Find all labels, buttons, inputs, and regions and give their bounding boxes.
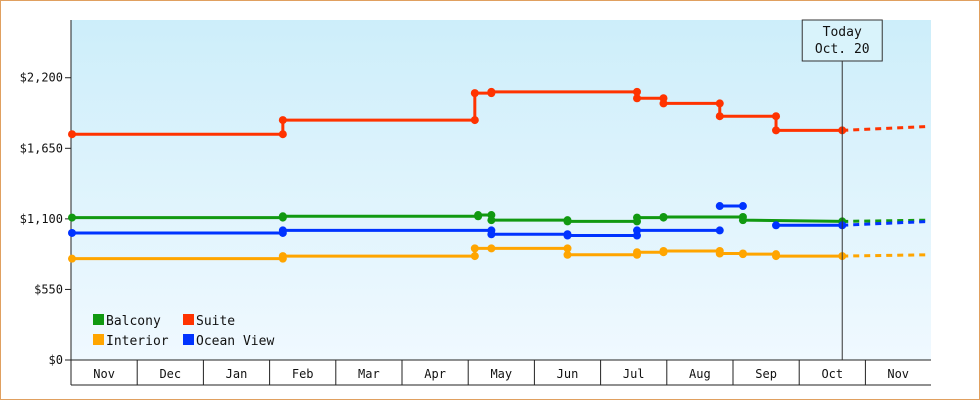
ocean-view-point <box>68 228 76 237</box>
x-tick-label: Sep <box>755 367 777 381</box>
interior-projection-line <box>842 253 929 258</box>
ocean-view-projection-line <box>842 219 929 227</box>
balcony-point <box>278 212 287 221</box>
x-tick-label: Apr <box>424 367 446 381</box>
balcony-point <box>68 213 76 222</box>
balcony-point <box>487 216 496 225</box>
suite-point <box>68 130 76 139</box>
suite-point <box>772 112 781 121</box>
y-tick-label: $1,100 <box>20 212 63 226</box>
interior-point <box>563 250 572 259</box>
interior-point <box>487 244 496 253</box>
interior-point <box>563 244 572 253</box>
ocean-view-point <box>487 230 496 239</box>
ocean-view-point <box>738 202 747 211</box>
suite-point <box>633 94 642 103</box>
balcony-point <box>474 211 483 220</box>
balcony-point <box>738 216 747 225</box>
ocean-view-point <box>563 231 572 240</box>
today-label: Today <box>823 25 862 40</box>
x-axis: Nov Dec Jan Feb Mar Apr May Jun Jul Aug Sep Oct Nov <box>70 359 931 386</box>
interior-point <box>278 252 287 261</box>
suite-point <box>487 87 496 96</box>
balcony-point <box>633 213 642 222</box>
interior-point <box>659 246 668 255</box>
balcony-point <box>659 212 668 221</box>
balcony-point <box>563 217 572 226</box>
today-box <box>801 19 883 62</box>
series-layer <box>68 87 929 263</box>
ocean-view-point <box>772 221 781 230</box>
x-tick-label: May <box>490 367 512 381</box>
x-tick-label: Nov <box>93 367 115 381</box>
suite-point <box>470 89 479 98</box>
suite-point <box>715 112 724 121</box>
balcony-projection-line <box>842 218 929 223</box>
x-tick-label: Oct <box>821 367 843 381</box>
legend-swatch-suite <box>183 314 194 325</box>
interior-point <box>738 250 747 259</box>
y-tick-label: $2,200 <box>20 71 63 85</box>
suite-projection-line <box>842 124 929 132</box>
x-tick-label: Jul <box>623 367 645 381</box>
x-tick-label: Feb <box>292 367 314 381</box>
x-tick-label: Dec <box>159 367 181 381</box>
legend-label-interior: Interior <box>106 334 169 349</box>
interior-point <box>633 248 642 257</box>
x-tick-label: Aug <box>689 367 711 381</box>
today-date: Oct. 20 <box>815 42 870 57</box>
ocean-view-point <box>715 226 724 235</box>
suite-point <box>772 126 781 135</box>
interior-point <box>715 249 724 258</box>
interior-point <box>772 252 781 261</box>
x-tick-label: Nov <box>887 367 909 381</box>
ocean-view-point <box>278 226 287 235</box>
legend-label-suite: Suite <box>196 314 235 329</box>
suite-point <box>633 87 642 96</box>
today-marker: Today Oct. 20 <box>801 19 883 360</box>
ocean-view-point <box>715 202 724 211</box>
suite-point <box>659 99 668 108</box>
legend: Balcony Suite Interior Ocean View <box>93 314 274 349</box>
ocean-view-point <box>633 226 642 235</box>
y-tick-label: $0 <box>49 353 63 367</box>
y-axis: $0 $550 $1,100 $1,650 $2,200 <box>20 20 72 367</box>
suite-point <box>278 116 287 125</box>
legend-label-balcony: Balcony <box>106 314 161 329</box>
x-tick-label: Jan <box>226 367 248 381</box>
x-tick-label: Mar <box>358 367 380 381</box>
plot-area <box>71 20 931 360</box>
suite-point <box>715 99 724 108</box>
legend-swatch-interior <box>93 334 104 345</box>
suite-point <box>278 130 287 139</box>
y-tick-label: $1,650 <box>20 141 63 155</box>
interior-point <box>470 244 479 253</box>
legend-label-ocean-view: Ocean View <box>196 334 274 349</box>
legend-swatch-ocean-view <box>183 334 194 345</box>
y-tick-label: $550 <box>34 282 63 296</box>
legend-swatch-balcony <box>93 314 104 325</box>
interior-point <box>470 252 479 261</box>
x-tick-label: Jun <box>557 367 579 381</box>
interior-point <box>68 254 76 263</box>
suite-point <box>470 116 479 125</box>
